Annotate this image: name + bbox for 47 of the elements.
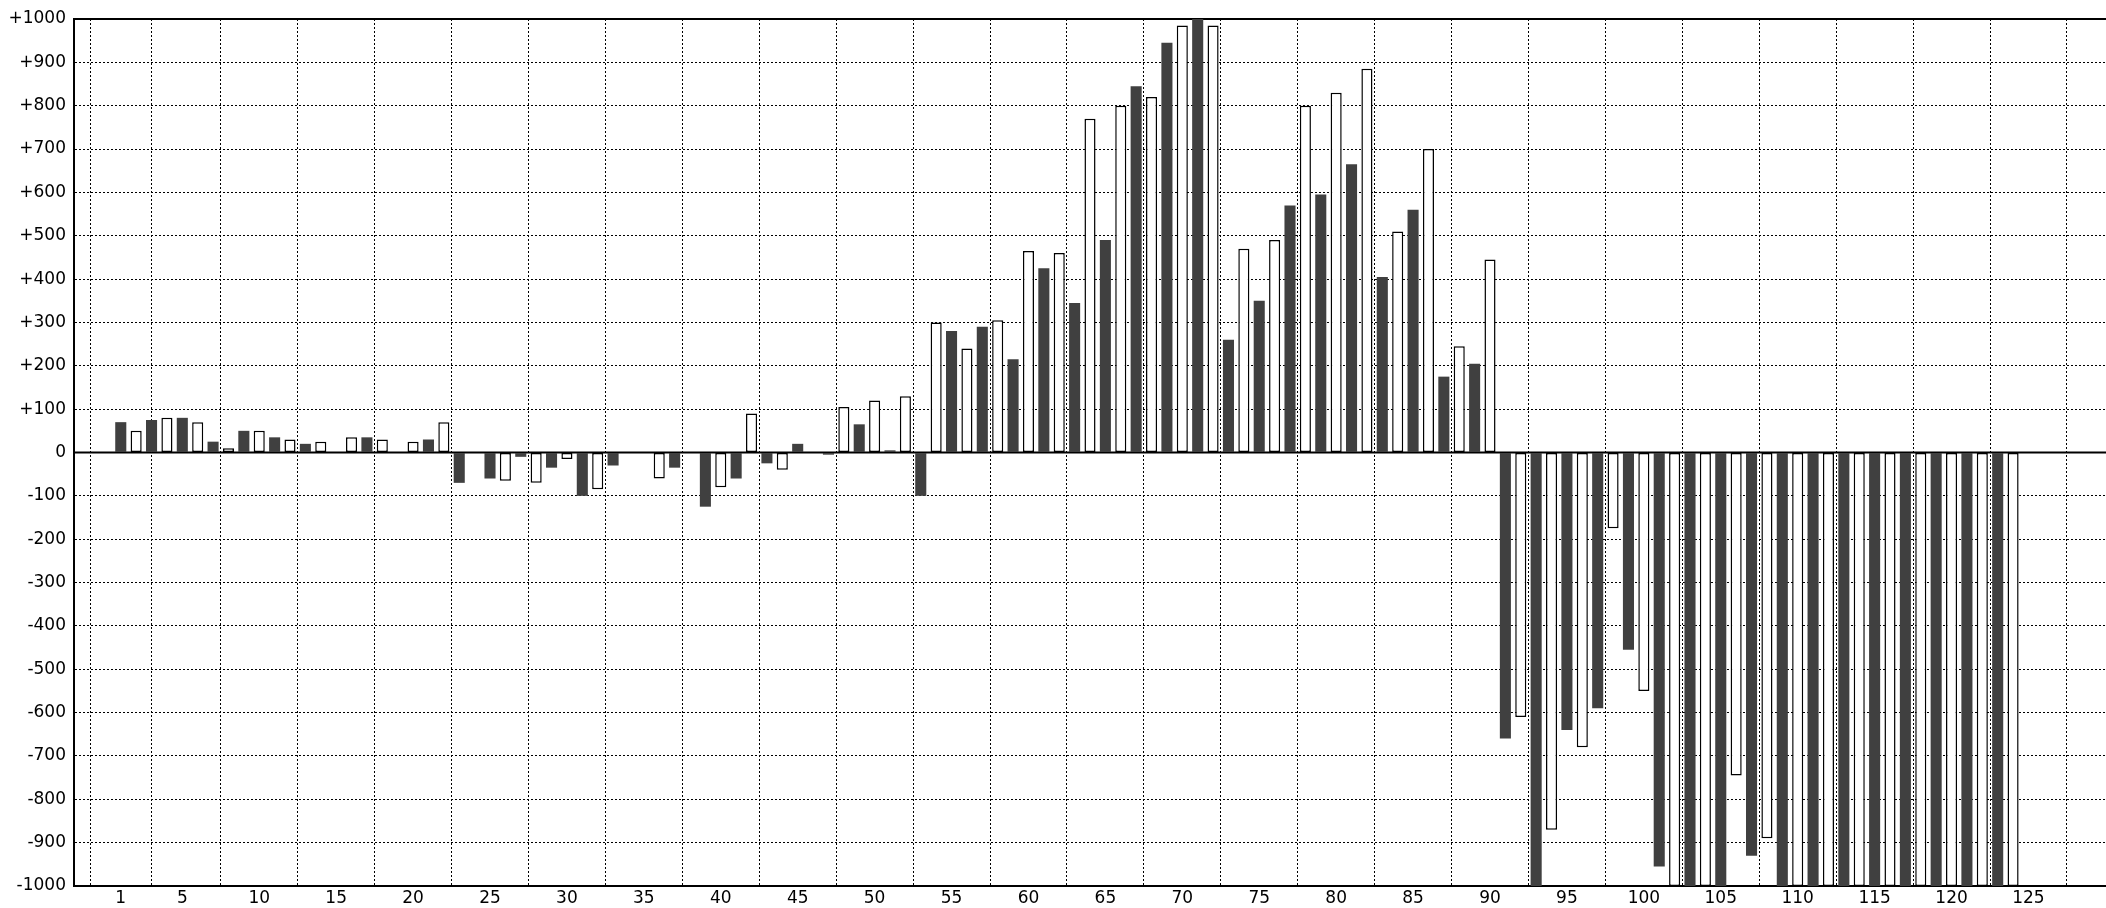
x-tick-label: 50 <box>863 886 886 907</box>
y-tick-label: +1000 <box>8 7 66 28</box>
y-tick-label: -600 <box>27 701 66 722</box>
y-tick-label: -800 <box>27 787 66 808</box>
x-tick-label: 100 <box>1627 886 1661 907</box>
x-tick-label: 125 <box>2012 886 2045 907</box>
x-tick-label: 90 <box>1479 886 1501 907</box>
x-tick-label: 5 <box>176 886 188 907</box>
x-tick-label: 110 <box>1781 886 1814 907</box>
x-tick-label: 80 <box>1325 886 1347 907</box>
x-tick-label: 95 <box>1556 886 1578 907</box>
x-tick-label: 40 <box>709 886 732 907</box>
x-tick-label: 115 <box>1858 886 1891 907</box>
y-tick-label: -300 <box>27 570 66 591</box>
x-tick-label: 120 <box>1935 886 1968 907</box>
y-tick-label: +400 <box>19 267 66 288</box>
x-tick-label: 25 <box>479 886 501 907</box>
x-tick-label: 105 <box>1704 886 1737 907</box>
x-tick-label: 20 <box>402 886 424 907</box>
x-tick-label: 85 <box>1402 886 1424 907</box>
y-tick-label: +100 <box>19 397 66 418</box>
y-tick-label: -900 <box>27 831 66 852</box>
y-tick-label: -200 <box>27 527 66 548</box>
x-tick-label: 75 <box>1248 886 1271 907</box>
x-tick-label: 65 <box>1094 886 1117 907</box>
x-tick-label: 55 <box>940 886 963 907</box>
y-tick-label: -700 <box>27 744 66 765</box>
y-tick-label: -100 <box>27 484 66 505</box>
y-tick-label: +200 <box>19 354 66 375</box>
y-tick-label: 0 <box>55 440 66 461</box>
x-tick-label: 10 <box>248 886 271 907</box>
x-tick-label: 70 <box>1171 886 1194 907</box>
y-tick-label: -400 <box>27 614 66 635</box>
x-tick-label: 60 <box>1017 886 1040 907</box>
y-tick-label: +800 <box>19 94 66 115</box>
y-tick-label: -1000 <box>16 874 66 895</box>
y-tick-label: +600 <box>19 180 66 201</box>
y-tick-label: +900 <box>19 50 66 71</box>
x-tick-label: 15 <box>325 886 347 907</box>
x-tick-label: 30 <box>556 886 578 907</box>
x-tick-label: 1 <box>115 886 127 907</box>
y-tick-label: +500 <box>19 224 66 245</box>
y-tick-label: +700 <box>19 137 66 158</box>
x-tick-label: 35 <box>633 886 655 907</box>
y-tick-label: -500 <box>27 657 66 678</box>
y-tick-label: +300 <box>19 310 66 331</box>
x-tick-label: 45 <box>786 886 809 907</box>
